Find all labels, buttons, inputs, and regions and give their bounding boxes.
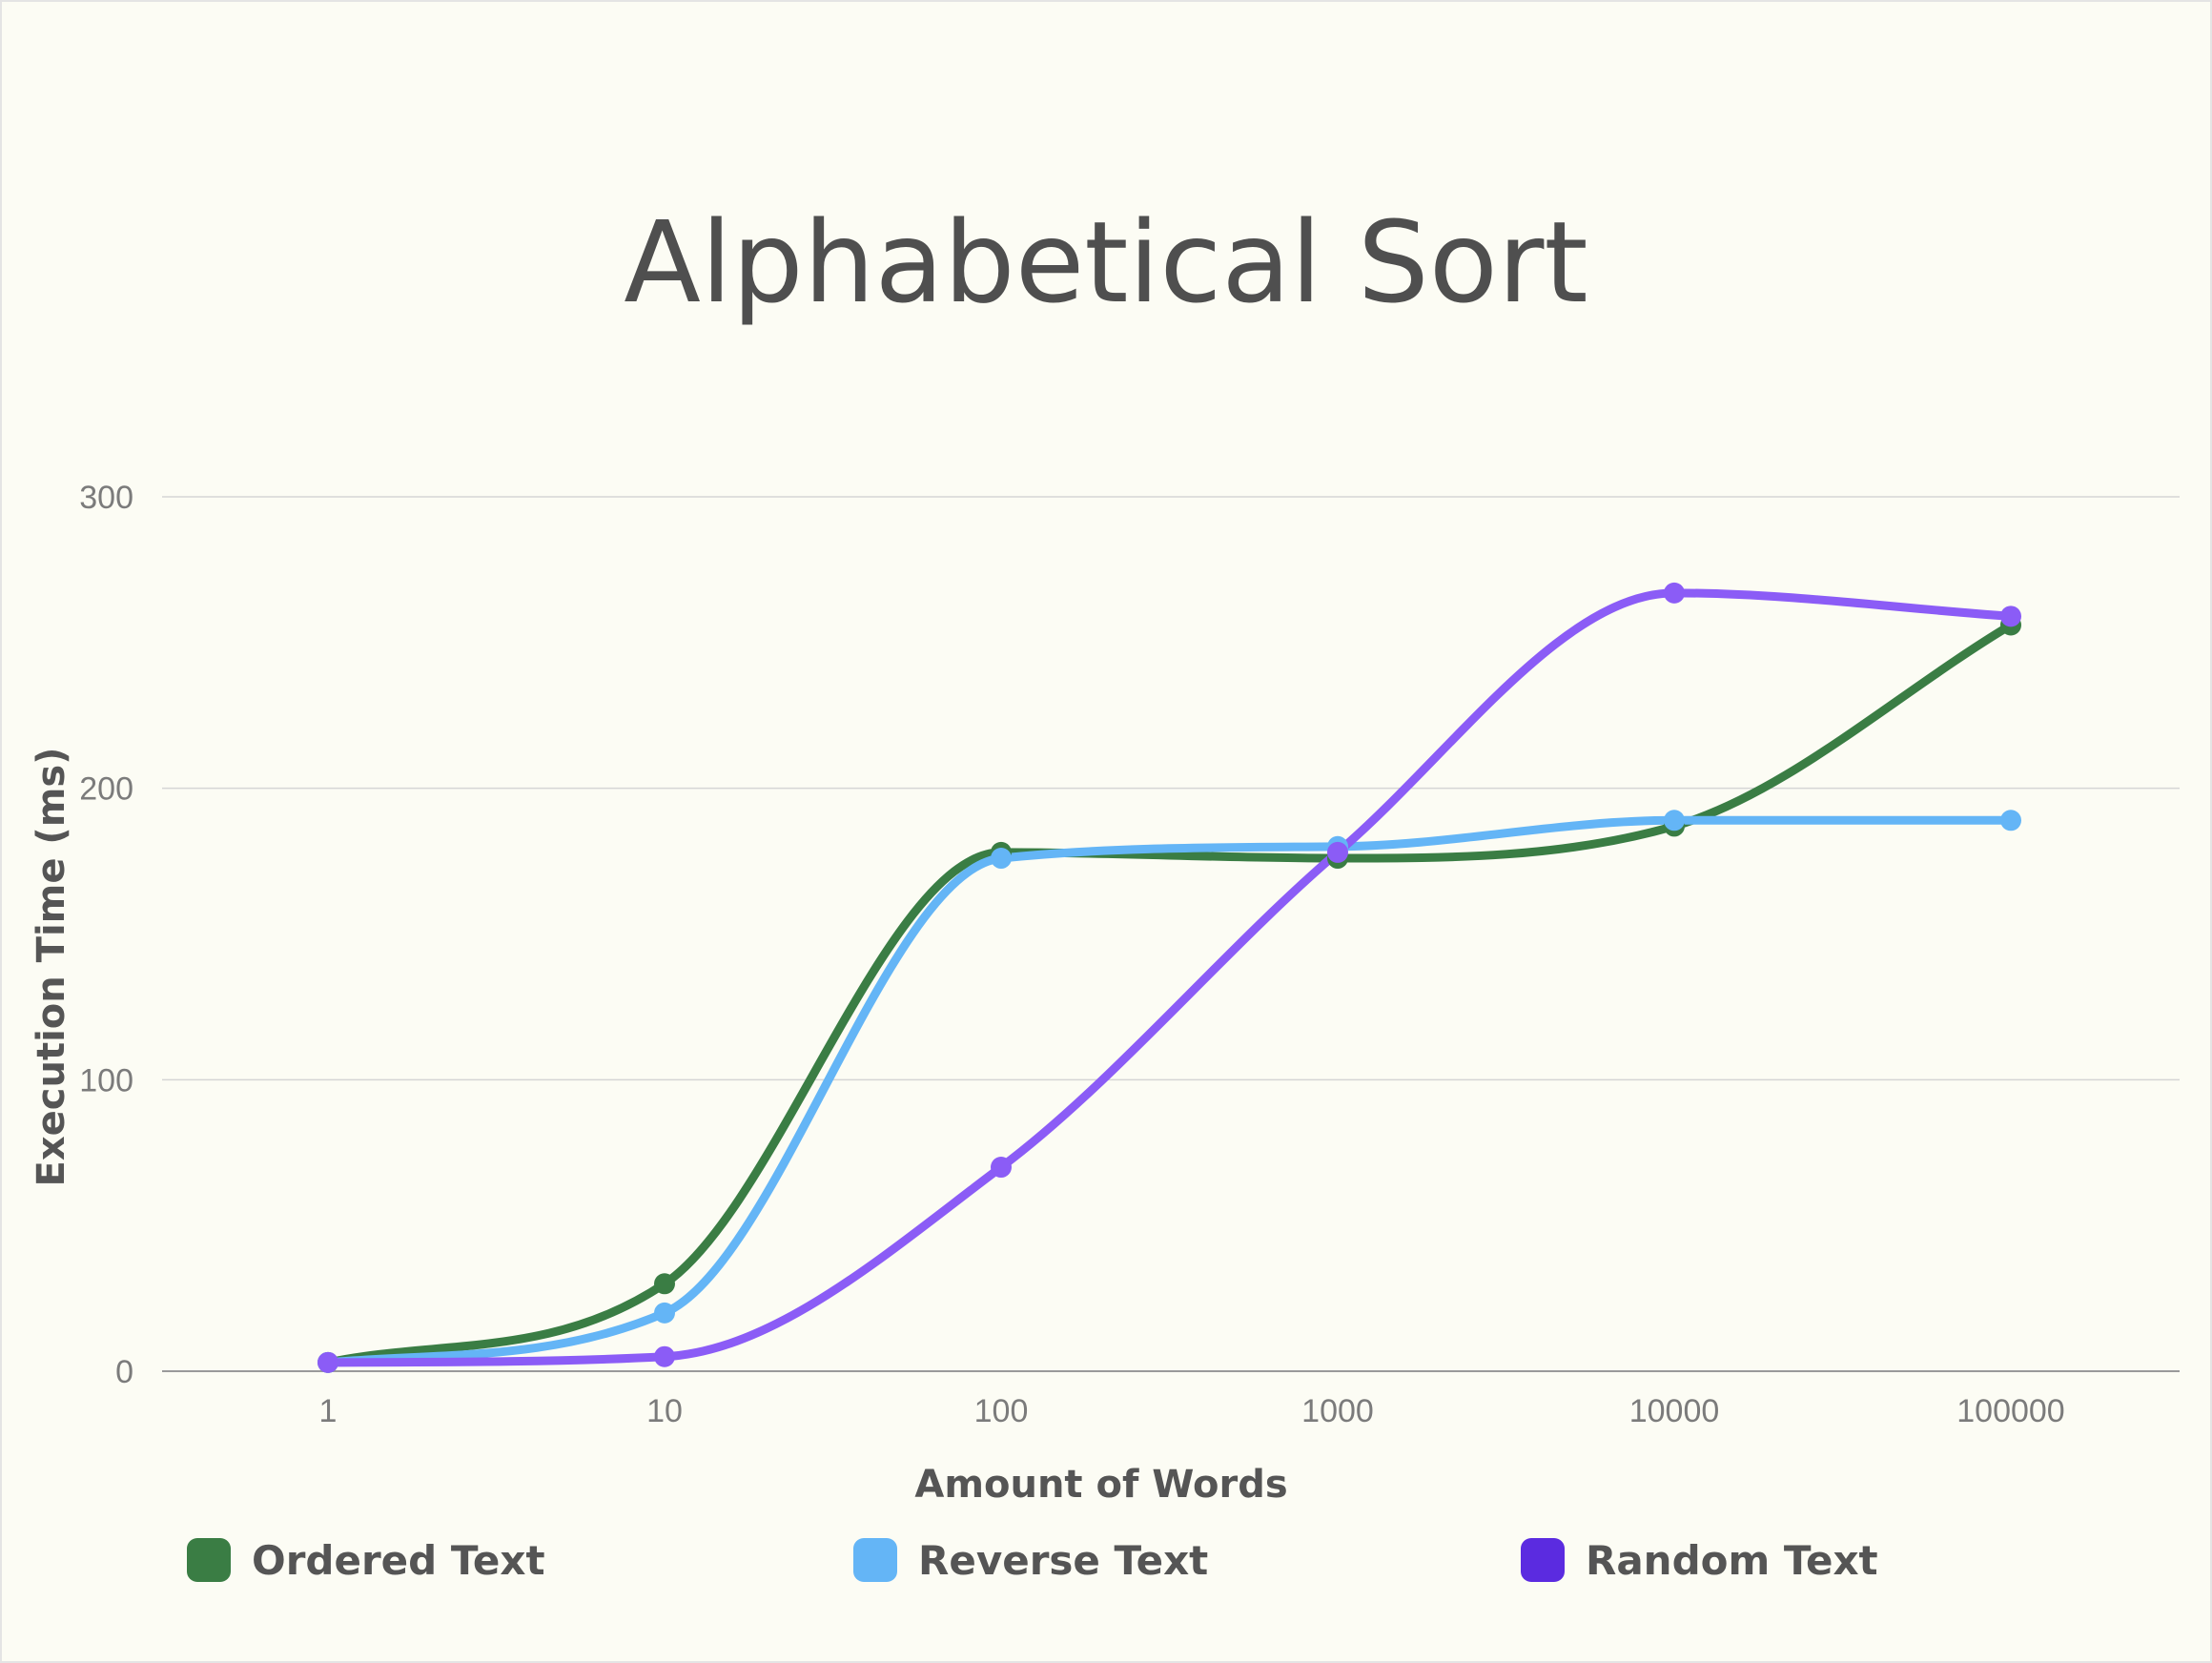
legend-label: Ordered Text (252, 1537, 545, 1584)
series-line-random-text (323, 588, 2016, 1367)
gridlines (162, 496, 2180, 1372)
data-point-reverse-text (1664, 810, 1685, 832)
data-point-random-text (1664, 582, 1685, 604)
data-point-random-text (991, 1157, 1012, 1179)
x-axis-title: Amount of Words (914, 1463, 1287, 1507)
series-line-ordered-text (323, 620, 2016, 1367)
legend-label: Reverse Text (918, 1537, 1208, 1584)
x-tick-label: 100000 (1956, 1393, 2064, 1429)
y-tick-label: 100 (79, 1062, 133, 1098)
legend: Ordered Text Reverse Text Random Text (187, 1537, 1878, 1584)
legend-swatch (853, 1538, 897, 1582)
data-point-reverse-text (2000, 810, 2021, 832)
legend-label: Random Text (1586, 1537, 1878, 1584)
x-tick-label: 1000 (1301, 1393, 1374, 1429)
legend-swatch (187, 1538, 231, 1582)
x-tick-label: 10 (646, 1393, 683, 1429)
x-axis-ticks: 1 10 100 1000 10000 100000 (319, 1393, 2065, 1429)
chart-title: Alphabetical Sort (624, 196, 1587, 328)
data-point-random-text (317, 1351, 338, 1373)
series-points (317, 582, 2021, 1373)
data-point-reverse-text (654, 1302, 675, 1324)
legend-item-reverse-text: Reverse Text (853, 1537, 1208, 1584)
series-line-reverse-text (323, 815, 2016, 1367)
data-point-random-text (2000, 606, 2021, 627)
legend-item-ordered-text: Ordered Text (187, 1537, 545, 1584)
y-tick-label: 200 (79, 771, 133, 808)
legend-swatch (1521, 1538, 1565, 1582)
y-tick-label: 0 (115, 1354, 133, 1390)
y-tick-label: 300 (79, 480, 133, 516)
data-point-reverse-text (991, 848, 1012, 870)
data-point-random-text (1327, 841, 1348, 863)
y-axis-title: Execution Time (ms) (30, 748, 73, 1187)
x-tick-label: 100 (974, 1393, 1029, 1429)
x-tick-label: 10000 (1629, 1393, 1720, 1429)
x-tick-label: 1 (319, 1393, 338, 1429)
y-axis-ticks: 0 100 200 300 (79, 480, 133, 1390)
legend-item-random-text: Random Text (1521, 1537, 1878, 1584)
data-point-ordered-text (654, 1273, 675, 1295)
series-lines (323, 588, 2016, 1367)
data-point-random-text (654, 1345, 675, 1367)
